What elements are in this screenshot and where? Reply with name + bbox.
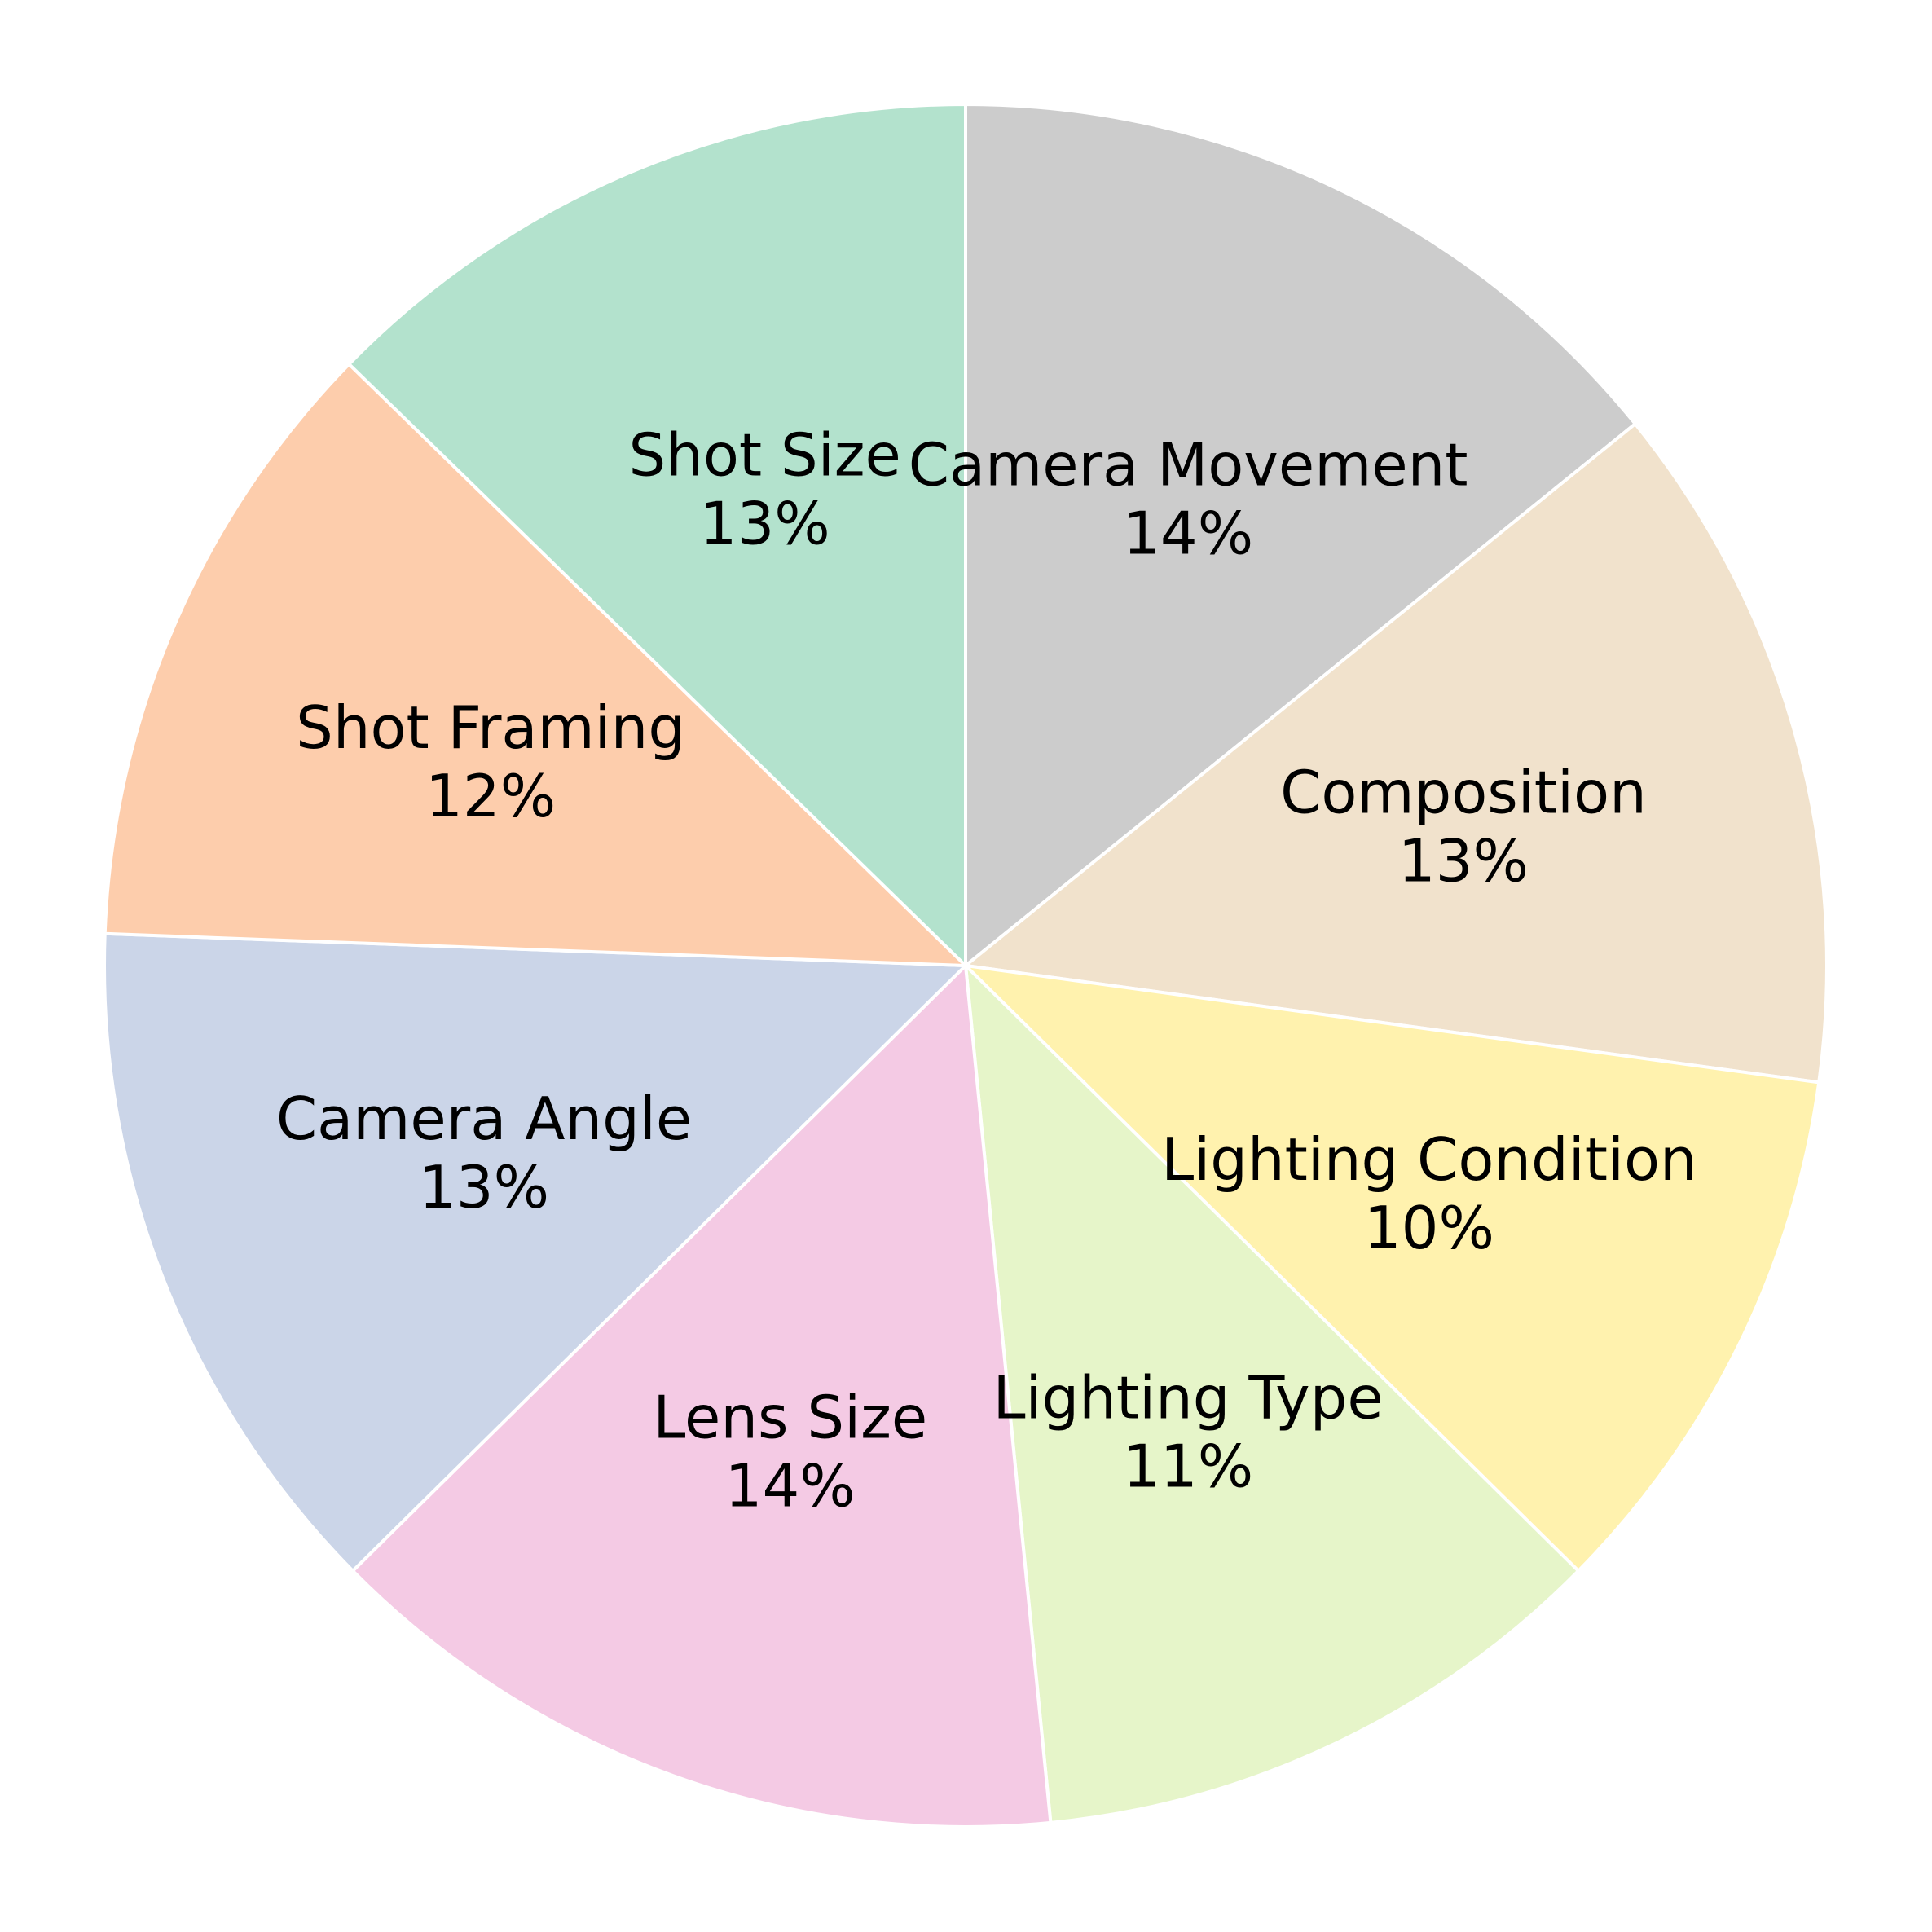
pie-slice-lens-size (350, 964, 1053, 1829)
slice-label-lens-size: Lens Size (653, 1384, 927, 1452)
slices-layer (103, 103, 1829, 1829)
slice-label-composition: Composition (1280, 759, 1647, 827)
slice-percent-lens-size: 14% (725, 1452, 856, 1521)
slice-percent-shot-size: 13% (700, 490, 830, 558)
pie-slice-camera-angle (103, 931, 967, 1573)
slice-percent-lighting-condition: 10% (1364, 1194, 1494, 1262)
labels-layer: Camera Movement14%Composition13%Lighting… (276, 421, 1697, 1521)
slice-label-camera-angle: Camera Angle (276, 1085, 692, 1153)
slice-percent-composition: 13% (1398, 827, 1529, 896)
slice-percent-camera-angle: 13% (419, 1153, 549, 1221)
slice-percent-shot-framing: 12% (425, 762, 556, 830)
slice-label-lighting-type: Lighting Type (992, 1363, 1383, 1432)
slice-label-shot-size: Shot Size (629, 421, 901, 490)
pie-slice-composition (964, 422, 1829, 1085)
slice-label-lighting-condition: Lighting Condition (1161, 1125, 1697, 1194)
pie-slice-shot-framing (103, 362, 967, 967)
pie-slice-lighting-condition (964, 964, 1821, 1573)
pie-slice-shot-size (347, 103, 967, 967)
slice-percent-lighting-type: 11% (1123, 1432, 1253, 1500)
slice-label-camera-movement: Camera Movement (909, 431, 1468, 500)
pie-slice-camera-movement (964, 103, 1637, 967)
slice-percent-camera-movement: 14% (1123, 500, 1253, 568)
pie-slice-lighting-type (964, 964, 1581, 1824)
slice-label-shot-framing: Shot Framing (296, 693, 685, 762)
